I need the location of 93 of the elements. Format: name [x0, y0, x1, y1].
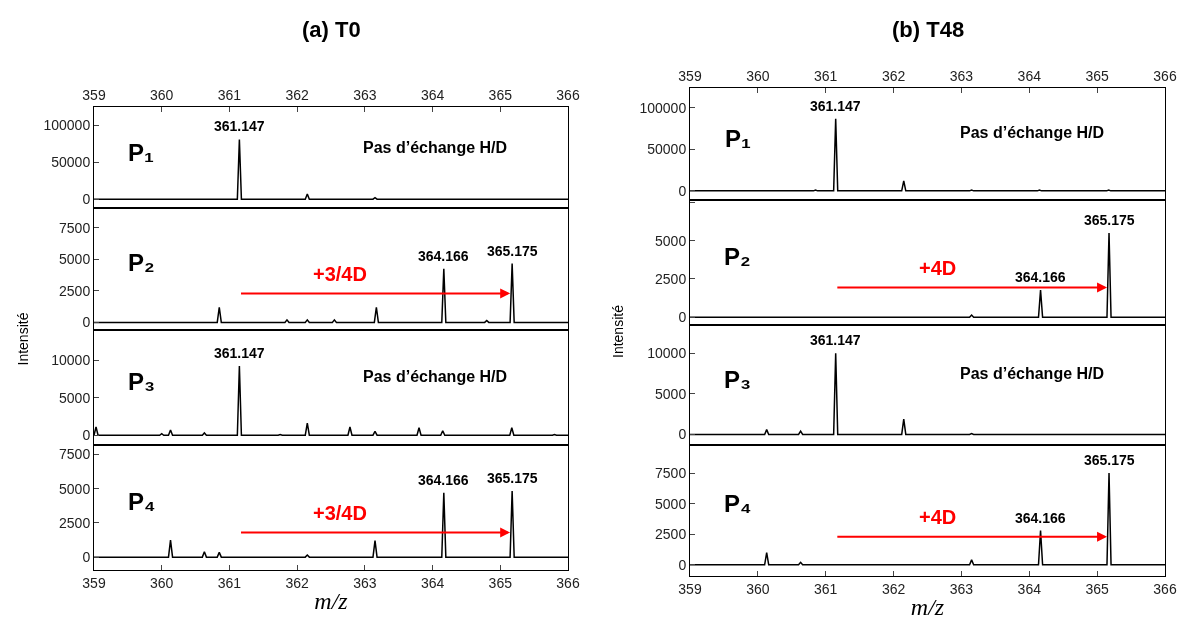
- x-tick-label: 361: [217, 87, 242, 104]
- x-tick-label: 359: [82, 87, 106, 104]
- y-tick-label: 100000: [43, 117, 91, 134]
- x-axis-title: m/z: [910, 594, 945, 621]
- y-axis-title: Intensité: [610, 304, 626, 358]
- y-tick-label: 10000: [647, 345, 687, 362]
- y-tick-label: 10000: [51, 351, 91, 368]
- y-tick-label: 2500: [59, 282, 91, 299]
- annotation: P₄: [128, 488, 156, 515]
- y-tick-label: 2500: [655, 526, 687, 543]
- x-tick-label: 361: [814, 580, 838, 597]
- x-tick-label: 364: [1017, 68, 1042, 85]
- x-tick-label: 363: [353, 87, 377, 104]
- annotation: +3/4D: [313, 263, 367, 285]
- y-tick-label: 2500: [59, 514, 91, 531]
- x-tick-label: 366: [1153, 68, 1177, 85]
- annotation: P₂: [724, 243, 751, 270]
- x-tick-label: 359: [82, 574, 106, 591]
- x-tick-label: 364: [420, 574, 445, 591]
- x-tick-label: 365: [1085, 580, 1110, 597]
- annotation: P₃: [724, 366, 752, 393]
- y-tick-label: 5000: [655, 495, 687, 512]
- y-tick-label: 50000: [647, 141, 687, 158]
- annotation: +4D: [919, 257, 957, 279]
- y-tick-label: 7500: [655, 465, 687, 482]
- x-tick-label: 362: [285, 574, 310, 591]
- annotation: 364.166: [418, 472, 469, 488]
- x-tick-label: 363: [949, 580, 974, 597]
- annotation: +3/4D: [313, 502, 367, 524]
- x-tick-label: 366: [556, 574, 580, 591]
- x-tick-label: 364: [420, 87, 445, 104]
- x-tick-label: 360: [150, 574, 174, 591]
- y-tick-label: 0: [678, 556, 687, 573]
- x-tick-label: 359: [678, 68, 702, 85]
- y-axis-title: Intensité: [14, 312, 31, 366]
- annotation: 361.147: [214, 118, 265, 134]
- x-tick-label: 366: [1153, 580, 1177, 597]
- annotation: 365.175: [1084, 452, 1135, 468]
- x-tick-label: 365: [488, 574, 513, 591]
- x-tick-label: 361: [814, 68, 838, 85]
- annotation: 361.147: [810, 332, 861, 348]
- annotation: 365.175: [487, 470, 538, 486]
- x-tick-label: 365: [1085, 68, 1110, 85]
- y-tick-label: 5000: [655, 385, 687, 402]
- x-tick-label: 359: [678, 580, 702, 597]
- x-axis-title: m/z: [314, 588, 349, 615]
- chart-title: (b) T48: [892, 17, 965, 42]
- x-tick-label: 362: [285, 87, 310, 104]
- y-tick-label: 7500: [59, 219, 91, 236]
- annotation: 364.166: [418, 248, 469, 264]
- x-tick-label: 363: [949, 68, 974, 85]
- annotation: 361.147: [214, 345, 265, 361]
- x-tick-label: 363: [353, 574, 377, 591]
- annotation: P₁: [725, 125, 752, 152]
- annotation: P₂: [128, 249, 155, 276]
- annotation: Pas d’échange H/D: [960, 124, 1105, 141]
- y-tick-label: 0: [82, 549, 91, 566]
- x-tick-label: 365: [488, 87, 513, 104]
- y-tick-label: 0: [82, 427, 91, 444]
- y-tick-label: 5000: [59, 389, 91, 406]
- chart-title: (a) T0: [302, 17, 361, 42]
- annotation: 361.147: [810, 98, 861, 114]
- x-tick-label: 361: [217, 574, 242, 591]
- y-tick-label: 0: [678, 426, 687, 443]
- y-tick-label: 2500: [655, 270, 687, 287]
- y-tick-label: 0: [678, 309, 687, 326]
- y-tick-label: 0: [678, 182, 687, 199]
- y-tick-label: 7500: [59, 446, 91, 463]
- annotation: P₃: [128, 368, 156, 395]
- annotation: 365.175: [1084, 212, 1135, 228]
- y-tick-label: 50000: [51, 154, 91, 171]
- y-tick-label: 5000: [59, 480, 91, 497]
- annotation: 364.166: [1015, 510, 1066, 526]
- annotation: +4D: [919, 506, 957, 528]
- x-tick-label: 362: [881, 580, 906, 597]
- x-tick-label: 366: [556, 87, 580, 104]
- y-tick-label: 5000: [655, 232, 687, 249]
- annotation: Pas d’échange H/D: [363, 139, 508, 156]
- y-tick-label: 100000: [639, 99, 687, 116]
- y-tick-label: 0: [82, 191, 91, 208]
- y-tick-label: 5000: [59, 251, 91, 268]
- y-tick-label: 0: [82, 314, 91, 331]
- annotation: Pas d’échange H/D: [960, 365, 1105, 382]
- x-tick-label: 364: [1017, 580, 1042, 597]
- annotation: P₄: [724, 490, 752, 517]
- x-tick-label: 360: [150, 87, 174, 104]
- x-tick-label: 360: [746, 580, 770, 597]
- x-tick-label: 362: [881, 68, 906, 85]
- annotation: P₁: [128, 139, 155, 166]
- annotation: 365.175: [487, 243, 538, 259]
- annotation: Pas d’échange H/D: [363, 368, 508, 385]
- x-tick-label: 360: [746, 68, 770, 85]
- annotation: 364.166: [1015, 269, 1066, 285]
